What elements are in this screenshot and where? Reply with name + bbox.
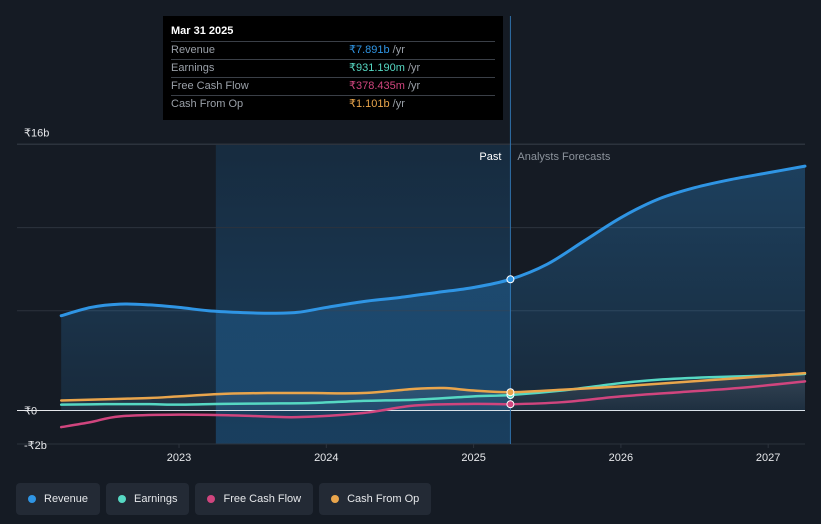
legend: Revenue Earnings Free Cash Flow Cash Fro…: [16, 483, 432, 515]
revenue-area: [61, 166, 806, 411]
y-tick-label: ₹16b: [24, 128, 49, 140]
legend-dot-icon: [28, 495, 36, 503]
series-line-earnings: [59, 372, 807, 406]
legend-item-revenue[interactable]: Revenue: [16, 483, 101, 515]
tooltip-row-cfo: Cash From Op ₹1.101b /yr: [171, 95, 495, 113]
tooltip-row-revenue: Revenue ₹7.891b /yr: [171, 41, 495, 59]
series-line-free-cash-flow: [59, 380, 807, 429]
y-tick-label: -₹2b: [24, 440, 47, 452]
x-tick-label: 2027: [756, 452, 780, 464]
legend-item-earnings[interactable]: Earnings: [106, 483, 190, 515]
legend-dot-icon: [331, 495, 340, 503]
tooltip-label: Free Cash Flow: [171, 80, 249, 92]
tooltip-label: Cash From Op: [171, 98, 244, 110]
series-line-cash-from-op: [59, 371, 807, 402]
tooltip-unit: /yr: [392, 98, 405, 110]
tooltip-date: Mar 31 2025: [171, 25, 234, 37]
tooltip-value: ₹378.435m: [349, 80, 405, 92]
past-label: Past: [479, 151, 501, 163]
tooltip-value: ₹1.101b: [349, 98, 390, 110]
legend-dot-icon: [207, 495, 216, 503]
tooltip-value: ₹7.891b: [349, 44, 390, 56]
legend-item-cash-from-op[interactable]: Cash From Op: [319, 483, 432, 515]
tooltip-label: Revenue: [171, 44, 216, 56]
legend-label: Earnings: [134, 493, 178, 505]
legend-label: Cash From Op: [347, 493, 420, 505]
x-tick-label: 2023: [167, 452, 191, 464]
tooltip-row-fcf: Free Cash Flow ₹378.435m /yr: [171, 77, 495, 95]
tooltip-label: Earnings: [171, 62, 215, 74]
tooltip-row-earnings: Earnings ₹931.190m /yr: [171, 59, 495, 77]
tooltip: Mar 31 2025 Revenue ₹7.891b /yr Earnings…: [163, 16, 503, 120]
legend-dot-icon: [118, 495, 127, 503]
series-marker: [506, 275, 515, 284]
tooltip-unit: /yr: [407, 62, 421, 74]
x-tick-label: 2025: [461, 452, 485, 464]
series-line-revenue: [59, 164, 807, 318]
forecast-label: Analysts Forecasts: [517, 151, 610, 163]
tooltip-unit: /yr: [407, 80, 421, 92]
tooltip-value: ₹931.190m: [349, 62, 405, 74]
series-marker: [506, 388, 515, 397]
legend-item-free-cash-flow[interactable]: Free Cash Flow: [195, 483, 314, 515]
cash-from-op-area: [61, 373, 806, 411]
tooltip-unit: /yr: [392, 44, 405, 56]
legend-label: Free Cash Flow: [223, 493, 302, 505]
x-tick-label: 2024: [314, 452, 338, 464]
series-marker: [506, 400, 515, 409]
y-tick-label: ₹0: [24, 406, 37, 418]
legend-label: Revenue: [44, 493, 89, 505]
x-tick-label: 2026: [609, 452, 633, 464]
